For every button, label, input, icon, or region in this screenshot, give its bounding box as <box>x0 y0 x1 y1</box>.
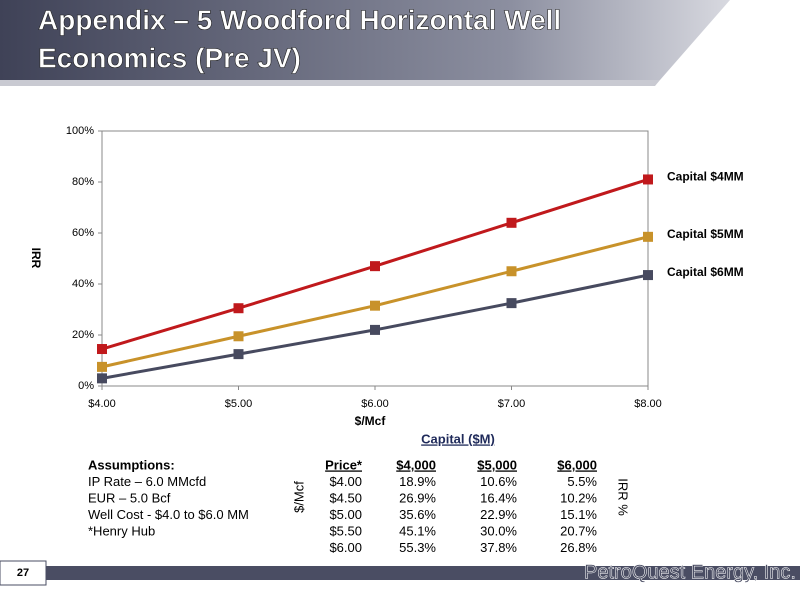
column-header: $5,000 <box>477 457 517 472</box>
price-cell: $5.50 <box>329 523 362 538</box>
irr-cell: 35.6% <box>399 507 436 522</box>
x-axis-label: $/Mcf <box>355 414 387 428</box>
x-tick-label: $7.00 <box>498 398 526 410</box>
marker <box>97 344 107 355</box>
value-label: IRR % <box>616 478 631 516</box>
y-tick-label: 100% <box>66 125 94 137</box>
x-tick-label: $6.00 <box>361 398 389 410</box>
marker <box>370 300 380 311</box>
x-tick-label: $4.00 <box>88 398 116 410</box>
x-tick-label: $5.00 <box>225 398 253 410</box>
marker <box>370 261 380 272</box>
price-cell: $4.50 <box>329 490 362 505</box>
marker <box>97 373 107 384</box>
marker <box>643 231 653 242</box>
marker <box>643 270 653 281</box>
irr-cell: 45.1% <box>399 523 436 538</box>
irr-cell: 20.7% <box>560 523 597 538</box>
marker <box>370 324 380 335</box>
marker <box>97 361 107 372</box>
marker <box>506 266 517 277</box>
footer-bar <box>0 566 800 580</box>
assumption: IP Rate – 6.0 MMcfd <box>88 474 206 489</box>
irr-cell: 10.6% <box>480 474 517 489</box>
assumption: EUR – 5.0 Bcf <box>88 490 171 505</box>
row-label: $/Mcf <box>291 481 306 513</box>
irr-cell: 16.4% <box>480 490 517 505</box>
irr-cell: 26.8% <box>560 540 597 555</box>
y-tick-label: 20% <box>72 329 94 341</box>
header-edge <box>0 80 660 86</box>
column-header: $6,000 <box>557 457 597 472</box>
irr-cell: 15.1% <box>560 507 597 522</box>
assumptions-heading: Assumptions: <box>88 457 175 472</box>
irr-cell: 55.3% <box>399 540 436 555</box>
price-cell: $5.00 <box>329 507 362 522</box>
marker <box>506 217 517 228</box>
column-header: Price* <box>325 457 363 472</box>
marker <box>643 174 653 185</box>
irr-cell: 5.5% <box>567 474 597 489</box>
legend-label: Capital $4MM <box>667 170 744 184</box>
irr-cell: 10.2% <box>560 490 597 505</box>
page-number: 27 <box>17 567 29 579</box>
y-axis-label: IRR <box>29 248 43 269</box>
irr-cell: 22.9% <box>480 507 517 522</box>
logo: PetroQuest Energy, Inc. <box>584 561 796 583</box>
legend-label: Capital $6MM <box>667 265 744 279</box>
irr-cell: 26.9% <box>399 490 436 505</box>
marker <box>233 331 244 342</box>
irr-cell: 30.0% <box>480 523 517 538</box>
assumption: *Henry Hub <box>88 523 155 538</box>
assumption: Well Cost - $4.0 to $6.0 MM <box>88 507 249 522</box>
irr-cell: 37.8% <box>480 540 517 555</box>
y-tick-label: 60% <box>72 227 94 239</box>
y-tick-label: 0% <box>78 380 94 392</box>
title-line: Appendix – 5 Woodford Horizontal Well <box>38 4 561 35</box>
title-line: Economics (Pre JV) <box>38 42 301 73</box>
price-cell: $6.00 <box>329 540 362 555</box>
page-box <box>0 560 47 586</box>
table-caption: Capital ($M) <box>421 431 495 446</box>
column-header: $4,000 <box>396 457 436 472</box>
legend-label: Capital $5MM <box>667 227 744 241</box>
header-band <box>0 0 730 80</box>
x-tick-label: $8.00 <box>634 398 662 410</box>
irr-cell: 18.9% <box>399 474 436 489</box>
marker <box>233 303 244 314</box>
price-cell: $4.00 <box>329 474 362 489</box>
marker <box>506 298 517 309</box>
marker <box>233 349 244 360</box>
y-tick-label: 40% <box>72 278 94 290</box>
y-tick-label: 80% <box>72 176 94 188</box>
